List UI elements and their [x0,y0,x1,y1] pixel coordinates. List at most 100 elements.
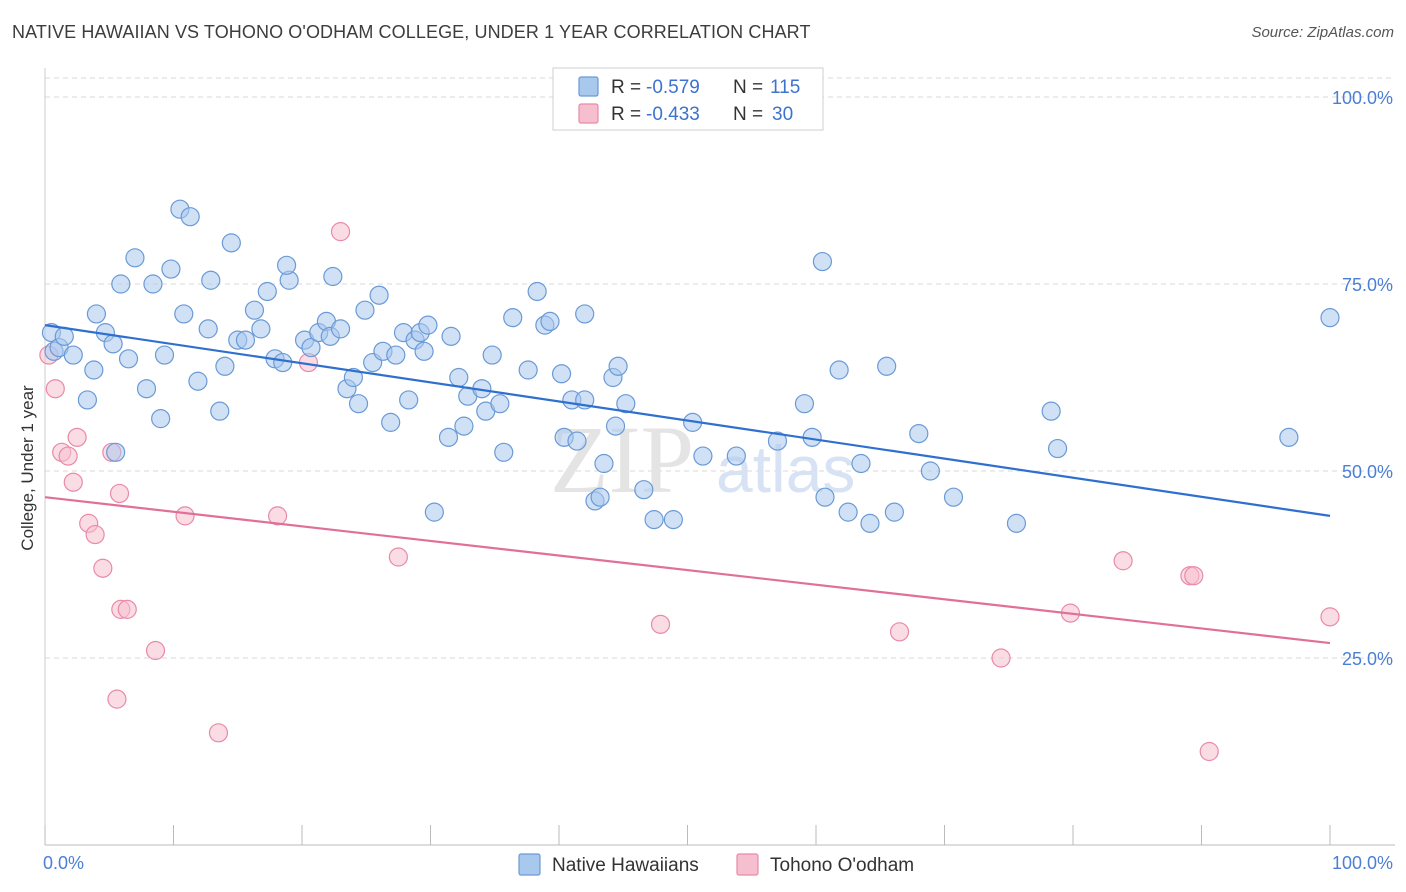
native-hawaiians-point [136,379,157,399]
native-hawaiians-point [348,394,369,414]
tick-labels: 25.0% 50.0% 75.0% 100.0% 0.0% 100.0% [43,88,1393,873]
native-hawaiians-point [215,356,235,376]
series-legend: Native Hawaiians Tohono O'odham [518,853,914,876]
bottom-legend-tohono: Tohono O'odham [770,855,914,876]
bottom-legend-swatch-native-hawaiians [518,853,541,876]
tohono-point [107,689,127,709]
tohono-point [1320,607,1340,627]
native-hawaiians-point [86,304,107,324]
native-hawaiians-point [693,446,713,466]
native-hawaiians-point [244,300,265,320]
native-hawaiians-point [644,510,664,530]
native-hawaiians-point [125,248,145,268]
legend-r-value-0: -0.579 [646,77,700,98]
tohono-point [330,222,351,242]
x-tick-label-start: 0.0% [43,853,84,873]
bottom-legend-native-hawaiians: Native Hawaiians [552,855,699,876]
native-hawaiians-point [575,304,595,324]
native-hawaiians-point [726,446,746,466]
native-hawaiians-point [909,424,929,444]
native-hawaiians-point [201,270,221,290]
native-hawaiians-point [301,337,321,358]
bottom-legend-swatch-tohono [736,853,759,876]
native-hawaiians-point [1279,427,1299,447]
native-hawaiians-point [608,356,628,376]
native-hawaiians-point [812,251,833,272]
native-hawaiians-point [454,416,474,436]
native-hawaiians-point [386,345,406,365]
native-hawaiians-point [663,510,683,530]
native-hawaiians-point [767,431,788,451]
native-hawaiians-point [590,487,610,507]
native-hawaiians-point [418,315,438,335]
tohono-point [991,648,1011,668]
x-tick-label-end: 100.0% [1332,853,1393,873]
native-hawaiians-point [273,352,293,373]
native-hawaiians-point [424,502,444,522]
native-hawaiians-point [54,326,74,346]
tohono-point [109,483,130,504]
native-hawaiians-point [221,233,241,253]
tohono-point [45,379,65,399]
native-hawaiians-point [634,480,654,500]
native-hawaiians-point [794,394,815,414]
tohono-point [1184,566,1204,586]
legend-n-label-1: N = [733,104,763,125]
native-hawaiians-point [884,502,904,522]
native-hawaiians-point [77,390,98,410]
native-hawaiians-point [180,207,200,227]
native-hawaiians-point [276,255,297,275]
native-hawaiians-point [920,461,940,481]
legend-swatch-tohono [578,103,599,124]
native-hawaiians-point [860,513,880,533]
legend-r-label-1: R = [611,104,641,125]
native-hawaiians-point [414,341,434,361]
native-hawaiians-point [210,401,230,421]
legend-n-value-0: 115 [770,77,800,98]
legend-n-value-1: 30 [772,104,793,125]
native-hawaiians-point [251,319,271,339]
native-hawaiians-point [438,427,459,447]
native-hawaiians-point [838,502,858,522]
native-hawaiians-point [174,304,194,324]
native-hawaiians-point [527,281,547,302]
native-hawaiians-point [343,367,363,388]
tohono-point [93,558,113,578]
y-tick-label: 75.0% [1342,275,1393,295]
native-hawaiians-point [235,330,256,350]
tohono-point [889,622,910,642]
native-hawaiians-point [877,356,897,376]
native-hawaiians-point [399,390,419,410]
native-hawaiians-point [84,360,104,380]
series-native-hawaiians-points [41,199,1340,533]
native-hawaiians-point [111,274,131,294]
native-hawaiians-point [1047,438,1068,459]
native-hawaiians-point [151,409,171,429]
tohono-point [650,614,671,634]
source-credit: Source: ZipAtlas.com [1251,24,1394,41]
tohono-point [145,640,166,661]
tohono-point [1113,551,1133,571]
native-hawaiians-point [63,345,83,365]
native-hawaiians-point [106,442,126,462]
native-hawaiians-point [449,367,469,388]
native-hawaiians-point [605,416,626,436]
native-hawaiians-point [198,319,218,339]
native-hawaiians-point [1041,401,1061,421]
chart-title: NATIVE HAWAIIAN VS TOHONO O'ODHAM COLLEG… [12,22,811,42]
native-hawaiians-point [551,364,572,384]
correlation-legend: R = -0.579 N = 115 R = -0.433 N = 30 [552,67,824,131]
native-hawaiians-point [616,394,636,414]
y-tick-label: 100.0% [1332,88,1393,108]
native-hawaiians-point [503,308,523,328]
tohono-point [267,506,288,526]
tohono-point [67,427,87,447]
native-hawaiians-point [355,300,375,320]
legend-r-label-0: R = [611,77,641,98]
y-tick-label: 25.0% [1342,649,1393,669]
native-hawaiians-point [161,259,181,279]
native-hawaiians-point [369,285,389,305]
native-hawaiians-point [943,487,964,507]
native-hawaiians-point [829,360,849,380]
